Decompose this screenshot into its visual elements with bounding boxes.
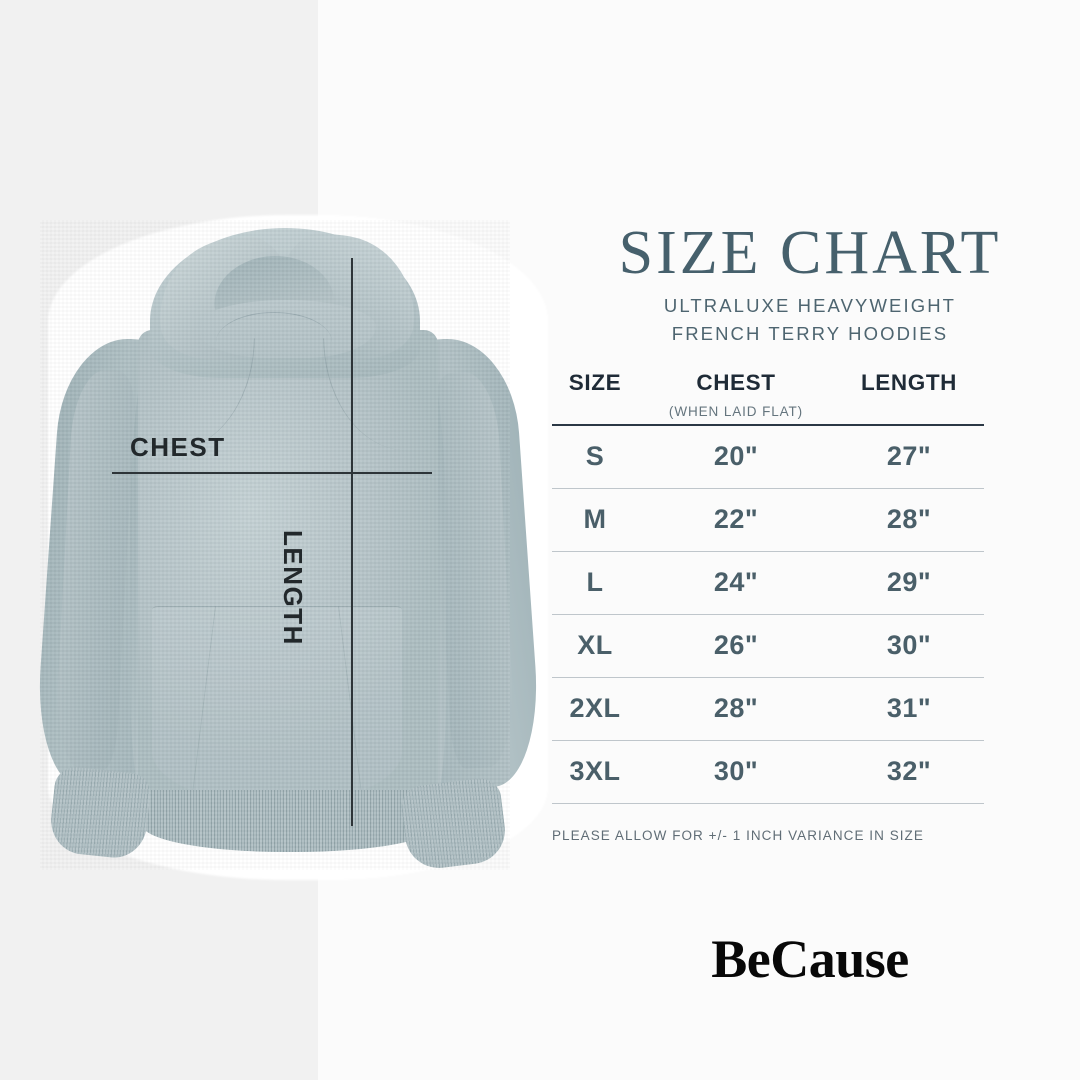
table-row-divider [552,676,984,678]
length-measurement-label: LENGTH [278,530,308,646]
subtitle-line-1: ULTRALUXE HEAVYWEIGHT [663,295,957,316]
cell-size: 2XL [569,693,621,724]
size-chart-panel: SIZE CHART ULTRALUXE HEAVYWEIGHT FRENCH … [540,0,1080,1080]
subtitle-line-2: FRENCH TERRY HOODIES [671,322,949,344]
table-row: M 22" 28" [552,489,984,551]
table-header-note-row: (WHEN LAID FLAT) [552,398,984,424]
cell-length: 30" [886,630,932,661]
cell-length: 29" [886,567,932,598]
table-row-divider [552,739,984,741]
length-measurement-line [351,258,353,826]
hoodie-illustration [32,220,544,872]
cell-chest: 26" [713,630,759,661]
column-header-length: LENGTH [860,370,958,395]
hoodie-kangaroo-pocket [152,606,402,802]
table-header-divider [552,424,984,426]
cell-chest: 30" [713,756,759,787]
cell-size: M [583,504,607,535]
table-row-divider [552,613,984,615]
cell-size: L [586,567,604,598]
column-header-size: SIZE [568,370,622,395]
cell-chest: 24" [713,567,759,598]
cell-length: 32" [886,756,932,787]
chest-measurement-note: (WHEN LAID FLAT) [668,403,804,419]
page-title: SIZE CHART [618,219,1002,287]
cell-size: XL [577,630,613,661]
cell-length: 31" [886,693,932,724]
hoodie-waist-hem [142,790,438,852]
chest-measurement-line [112,472,432,474]
table-row: XL 26" 30" [552,615,984,677]
column-header-chest: CHEST [696,370,776,395]
cell-chest: 28" [713,693,759,724]
table-row: S 20" 27" [552,426,984,488]
table-row-divider [552,487,984,489]
cell-chest: 22" [713,504,759,535]
cell-size: 3XL [569,756,621,787]
table-row: 2XL 28" 31" [552,678,984,740]
cell-chest: 20" [713,441,759,472]
hoodie-left-cuff [47,765,153,861]
cell-size: S [585,441,605,472]
hoodie-right-cuff [399,776,509,872]
cell-length: 28" [886,504,932,535]
subtitle-block: ULTRALUXE HEAVYWEIGHT FRENCH TERRY HOODI… [540,292,1080,348]
table-row: 3XL 30" 32" [552,741,984,803]
chest-measurement-label: CHEST [130,432,226,462]
cell-length: 27" [886,441,932,472]
brand-logo: BeCause [711,929,909,989]
table-header-row: SIZE CHEST LENGTH [552,368,984,398]
product-image-panel: CHEST LENGTH [32,220,544,872]
size-table: SIZE CHEST LENGTH (WHEN LAID FLAT) S 20"… [552,368,984,804]
table-row: L 24" 29" [552,552,984,614]
hoodie-neck-seam [216,312,332,342]
table-bottom-divider [552,802,984,804]
table-row-divider [552,550,984,552]
size-variance-disclaimer: PLEASE ALLOW FOR +/- 1 INCH VARIANCE IN … [552,828,924,843]
